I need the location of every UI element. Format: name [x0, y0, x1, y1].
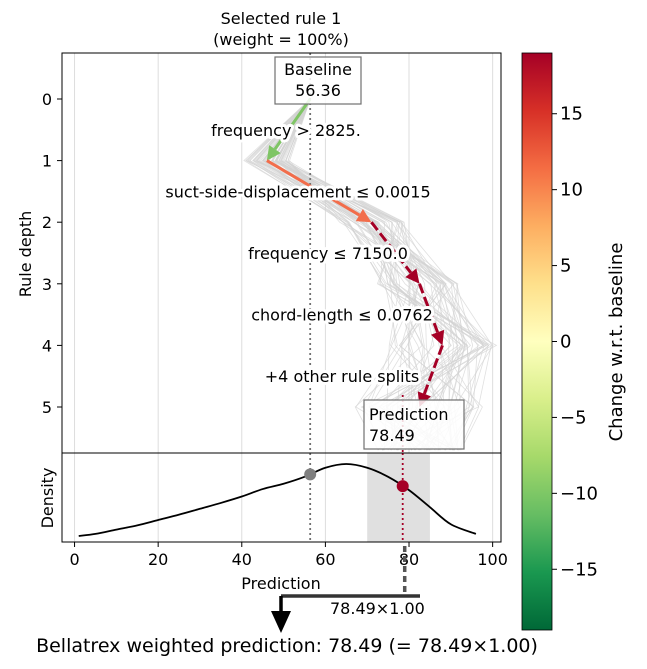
- prediction-box: [363, 399, 465, 450]
- weighting-arrow: 78.49×1.00: [271, 546, 425, 633]
- prediction-axis-label: Prediction: [241, 574, 320, 593]
- colorbar-tick-label: 10: [560, 180, 583, 201]
- colorbar-tick-label: −15: [560, 559, 598, 580]
- rule-depth-axis-label: Rule depth: [16, 211, 35, 297]
- other-rule-path: [285, 98, 401, 451]
- other-rule-path: [275, 98, 494, 451]
- rule-plot-title-line2: (weight = 100%): [213, 30, 349, 49]
- prediction-ticks: 0 20 40 60 80 100: [69, 542, 508, 569]
- rule-arrow-shaft: [266, 159, 361, 217]
- rule-depth-ticks: 0 1 2 3 4 5: [42, 90, 62, 417]
- rule-split-labels: frequency > 2825. suct-side-displacement …: [162, 118, 435, 389]
- rule-split-label: +4 other rule splits: [265, 367, 419, 386]
- rule-path-panel: frequency > 2825. suct-side-displacement …: [16, 52, 502, 454]
- other-rule-path: [263, 98, 478, 451]
- colorbar-tick-label: 0: [560, 332, 571, 353]
- x-tick-label: 40: [232, 550, 252, 569]
- baseline-marker: [304, 468, 317, 481]
- y-tick-label: 2: [42, 213, 52, 232]
- other-rule-path: [276, 98, 492, 451]
- other-rule-path: [285, 98, 480, 451]
- y-tick-label: 3: [42, 275, 52, 294]
- baseline-value: 56.36: [295, 81, 341, 100]
- other-rule-path: [260, 98, 490, 451]
- prediction-label: Prediction: [369, 405, 448, 424]
- rule-arrow-shaft: [370, 221, 413, 274]
- x-tick-label: 20: [148, 550, 168, 569]
- baseline-box: [274, 56, 362, 105]
- other-rule-path: [262, 98, 473, 451]
- other-rule-path: [249, 98, 429, 451]
- rule-split-label: chord-length ≤ 0.0762: [251, 306, 433, 325]
- rule-arrow-head: [355, 209, 372, 223]
- colorbar-ticks: −15 −10 −5 0 5 10 15: [552, 104, 598, 580]
- other-rule-path: [276, 98, 483, 451]
- x-tick-label: 0: [69, 550, 79, 569]
- x-tick-label: 80: [399, 550, 419, 569]
- y-tick-label: 5: [42, 398, 52, 417]
- rule-arrow-head: [266, 145, 281, 161]
- y-tick-label: 4: [42, 336, 52, 355]
- final-prediction-text: Bellatrex weighted prediction: 78.49 (= …: [36, 635, 538, 657]
- rule-split-label: frequency ≤ 7150.0: [248, 244, 408, 263]
- rule-arrow-head: [405, 268, 420, 284]
- rule-arrow-shaft: [418, 283, 439, 333]
- density-axis-label: Density: [38, 468, 57, 529]
- density-panel-frame: [61, 452, 502, 543]
- other-rule-path: [281, 98, 485, 451]
- other-rule-path: [264, 98, 489, 451]
- other-rule-path: [272, 98, 488, 451]
- density-panel: 0 20 40 60 80 100 Density Prediction: [38, 452, 508, 593]
- x-tick-label: 60: [315, 550, 335, 569]
- rule-split-label: frequency > 2825.: [211, 121, 361, 140]
- y-tick-label: 0: [42, 90, 52, 109]
- rule-split-label: suct-side-displacement ≤ 0.0015: [165, 182, 430, 201]
- other-rule-path: [279, 98, 475, 451]
- colorbar: −15 −10 −5 0 5 10 15 Change w.r.t. baseline: [521, 52, 627, 631]
- weight-label: 78.49×1.00: [330, 599, 425, 618]
- colorbar-tick-label: −5: [560, 407, 587, 428]
- other-rule-path: [289, 98, 423, 451]
- other-rule-paths: [243, 98, 498, 451]
- baseline-label: Baseline: [284, 60, 352, 79]
- colorbar-tick-label: 15: [560, 104, 583, 125]
- prediction-marker: [396, 480, 409, 493]
- weight-arrowhead: [271, 611, 291, 633]
- prediction-range-band: [367, 453, 430, 542]
- x-tick-label: 100: [477, 550, 508, 569]
- rule-plot-title-line1: Selected rule 1: [221, 9, 342, 28]
- rule-arrow-shaft: [422, 344, 444, 395]
- other-rule-path: [272, 98, 487, 451]
- colorbar-label: Change w.r.t. baseline: [606, 243, 627, 442]
- colorbar-gradient: [521, 52, 553, 631]
- colorbar-tick-label: −10: [560, 483, 598, 504]
- rule-arrow-head: [431, 329, 445, 346]
- rule-arrow-shaft: [273, 98, 312, 151]
- colorbar-tick-label: 5: [560, 256, 571, 277]
- prediction-value: 78.49: [369, 426, 415, 445]
- y-tick-label: 1: [42, 152, 52, 171]
